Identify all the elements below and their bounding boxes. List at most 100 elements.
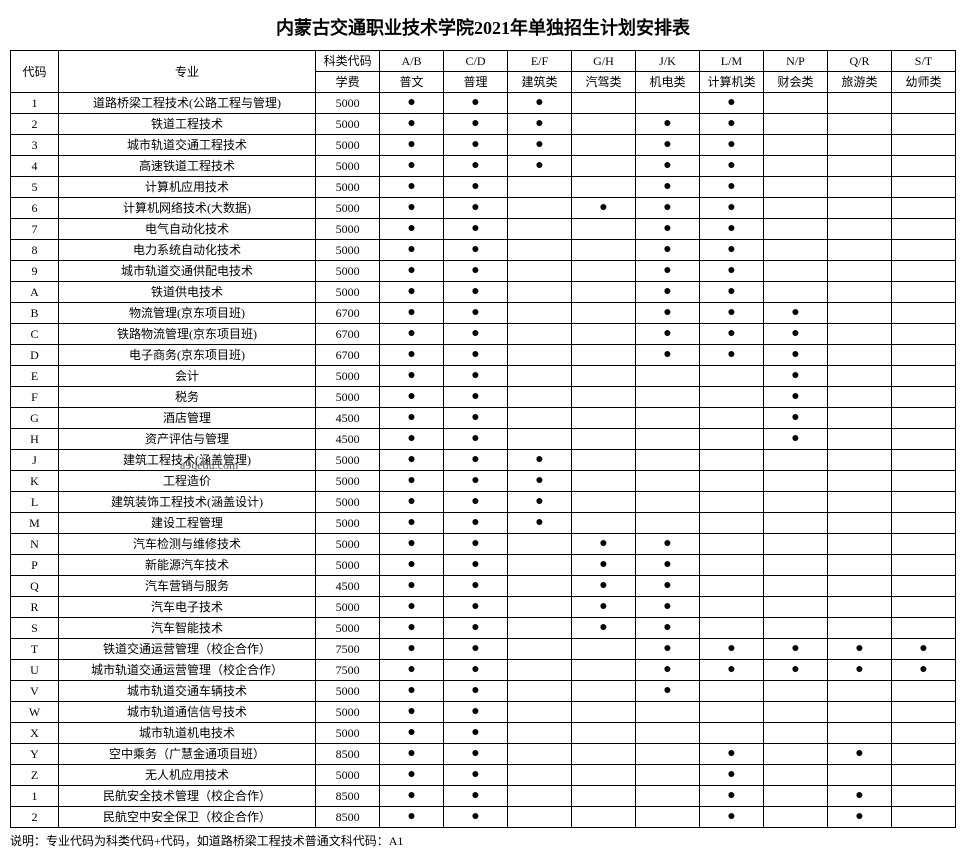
cell-dot: ● [699, 93, 763, 114]
cell-dot: ● [636, 219, 700, 240]
cell-dot: ● [699, 198, 763, 219]
cell-dot [891, 282, 955, 303]
cell-dot: ● [444, 492, 508, 513]
table-row: P新能源汽车技术5000●●●● [11, 555, 956, 576]
cell-dot: ● [380, 723, 444, 744]
cell-code: T [11, 639, 59, 660]
cell-dot [827, 345, 891, 366]
table-row: B物流管理(京东项目班)6700●●●●● [11, 303, 956, 324]
table-row: 5计算机应用技术5000●●●● [11, 177, 956, 198]
cell-dot [699, 387, 763, 408]
cell-code: R [11, 597, 59, 618]
cell-dot [827, 366, 891, 387]
cell-dot: ● [380, 429, 444, 450]
cell-major: 汽车检测与维修技术 [58, 534, 315, 555]
cell-fee: 7500 [316, 639, 380, 660]
th-col-top: L/M [699, 51, 763, 72]
cell-dot [508, 261, 572, 282]
cell-code: A [11, 282, 59, 303]
cell-dot [508, 555, 572, 576]
cell-fee: 4500 [316, 408, 380, 429]
cell-code: 2 [11, 807, 59, 828]
cell-major: 建筑装饰工程技术(涵盖设计) [58, 492, 315, 513]
cell-dot [508, 681, 572, 702]
cell-dot [572, 639, 636, 660]
cell-dot: ● [444, 513, 508, 534]
cell-dot [827, 177, 891, 198]
cell-fee: 5000 [316, 198, 380, 219]
cell-dot [891, 723, 955, 744]
cell-dot [891, 618, 955, 639]
cell-dot: ● [891, 639, 955, 660]
cell-dot [699, 408, 763, 429]
cell-dot: ● [380, 534, 444, 555]
cell-dot: ● [572, 534, 636, 555]
cell-dot [572, 324, 636, 345]
cell-dot: ● [380, 702, 444, 723]
cell-dot: ● [636, 660, 700, 681]
cell-dot [827, 765, 891, 786]
th-col-top: E/F [508, 51, 572, 72]
cell-dot [891, 450, 955, 471]
table-row: 1道路桥梁工程技术(公路工程与管理)5000●●●● [11, 93, 956, 114]
cell-dot: ● [636, 324, 700, 345]
cell-dot [827, 702, 891, 723]
cell-dot [699, 450, 763, 471]
th-col-bot: 普理 [444, 72, 508, 93]
cell-dot [827, 261, 891, 282]
cell-fee: 5000 [316, 366, 380, 387]
cell-code: F [11, 387, 59, 408]
cell-dot [508, 534, 572, 555]
cell-dot [891, 114, 955, 135]
cell-dot [827, 555, 891, 576]
cell-dot: ● [636, 576, 700, 597]
cell-dot [891, 807, 955, 828]
cell-dot [763, 156, 827, 177]
cell-code: P [11, 555, 59, 576]
cell-dot: ● [699, 303, 763, 324]
cell-dot [827, 219, 891, 240]
cell-major: 城市轨道通信信号技术 [58, 702, 315, 723]
cell-dot [827, 492, 891, 513]
cell-dot [572, 702, 636, 723]
cell-dot [827, 681, 891, 702]
cell-dot: ● [380, 303, 444, 324]
cell-dot: ● [891, 660, 955, 681]
cell-fee: 5000 [316, 597, 380, 618]
table-row: V城市轨道交通车辆技术5000●●● [11, 681, 956, 702]
cell-dot [827, 723, 891, 744]
cell-dot: ● [763, 387, 827, 408]
cell-dot: ● [444, 261, 508, 282]
cell-dot [827, 618, 891, 639]
cell-dot: ● [763, 639, 827, 660]
cell-dot [699, 366, 763, 387]
cell-major: 汽车营销与服务 [58, 576, 315, 597]
cell-major: 城市轨道交通工程技术 [58, 135, 315, 156]
cell-dot [508, 660, 572, 681]
cell-dot [763, 744, 827, 765]
cell-dot: ● [380, 408, 444, 429]
cell-dot: ● [444, 429, 508, 450]
cell-dot: ● [827, 639, 891, 660]
cell-dot: ● [763, 345, 827, 366]
cell-major: 税务 [58, 387, 315, 408]
th-col-top: S/T [891, 51, 955, 72]
cell-dot: ● [636, 345, 700, 366]
cell-dot: ● [699, 240, 763, 261]
cell-fee: 5000 [316, 93, 380, 114]
cell-dot: ● [699, 156, 763, 177]
cell-dot [508, 345, 572, 366]
cell-dot [508, 618, 572, 639]
cell-dot [763, 807, 827, 828]
cell-dot: ● [827, 660, 891, 681]
cell-dot [572, 765, 636, 786]
cell-dot: ● [444, 387, 508, 408]
table-row: U城市轨道交通运营管理（校企合作）7500●●●●●●● [11, 660, 956, 681]
cell-dot [508, 198, 572, 219]
cell-code: 2 [11, 114, 59, 135]
cell-dot: ● [380, 240, 444, 261]
cell-dot: ● [636, 618, 700, 639]
table-row: 4高速铁道工程技术5000●●●●● [11, 156, 956, 177]
cell-dot [508, 639, 572, 660]
table-row: J建筑工程技术(涵盖管理)5000●●● [11, 450, 956, 471]
